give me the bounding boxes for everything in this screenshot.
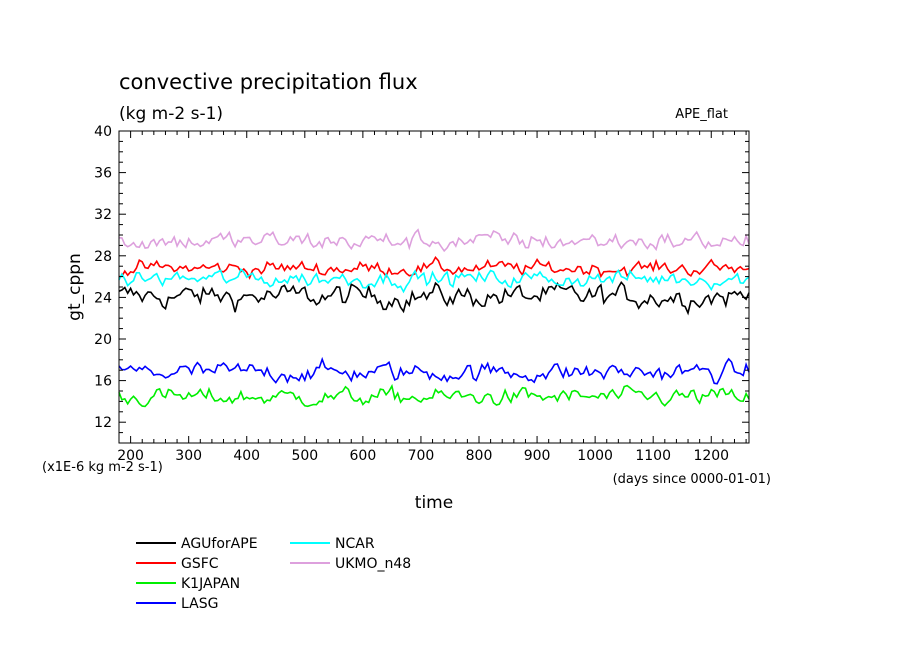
axis-ticks: 200 300 400 500 600 700 800 900 1000 1100 1200 12 16… <box>94 124 749 464</box>
x-axis-label: time <box>415 493 453 513</box>
chart-title: convective precipitation flux <box>119 70 418 94</box>
y-tick-label: 20 <box>94 332 112 348</box>
legend-label-gsfc: GSFC <box>181 556 219 572</box>
y-tick-label: 36 <box>94 166 112 182</box>
x-tick-label: 900 <box>524 448 551 464</box>
y-tick-label: 24 <box>94 290 112 306</box>
series-line-gsfc <box>118 256 750 280</box>
y-tick-label: 16 <box>94 374 112 390</box>
x-tick-label: 400 <box>233 448 260 464</box>
y-tick-label: 12 <box>94 415 112 431</box>
legend-label-aguforape: AGUforAPE <box>181 536 258 552</box>
legend-label-k1japan: K1JAPAN <box>181 576 240 592</box>
x-tick-label: 800 <box>466 448 493 464</box>
x-tick-label: 300 <box>175 448 202 464</box>
series-line-ukmo_n48 <box>118 228 750 253</box>
experiment-tag: APE_flat <box>675 107 728 122</box>
y-tick-label: 28 <box>94 249 112 265</box>
series-line-aguforape <box>118 281 750 316</box>
y-scale-note: (x1E-6 kg m-2 s-1) <box>42 460 163 475</box>
series-line-lasg <box>118 356 750 385</box>
x-tick-label: 1200 <box>693 448 729 464</box>
x-unit-note: (days since 0000-01-01) <box>613 472 771 487</box>
x-tick-label: 700 <box>408 448 435 464</box>
series-line-ncar <box>118 268 750 294</box>
x-tick-label: 1100 <box>635 448 671 464</box>
legend-label-ncar: NCAR <box>335 536 375 552</box>
plot-lines <box>118 228 750 408</box>
x-tick-label: 1000 <box>577 448 613 464</box>
y-axis-label: gt_cppn <box>65 253 85 321</box>
y-tick-label: 32 <box>94 207 112 223</box>
chart-subtitle: (kg m-2 s-1) <box>119 104 223 124</box>
x-tick-label: 200 <box>117 448 144 464</box>
x-tick-label: 500 <box>291 448 318 464</box>
y-tick-label: 40 <box>94 124 112 140</box>
legend: AGUforAPE GSFC K1JAPAN LASG NCAR UKMO_n48 <box>136 536 411 612</box>
legend-label-ukmo_n48: UKMO_n48 <box>335 556 411 572</box>
series-line-k1japan <box>118 383 750 408</box>
x-tick-label: 600 <box>350 448 377 464</box>
legend-label-lasg: LASG <box>181 596 218 612</box>
